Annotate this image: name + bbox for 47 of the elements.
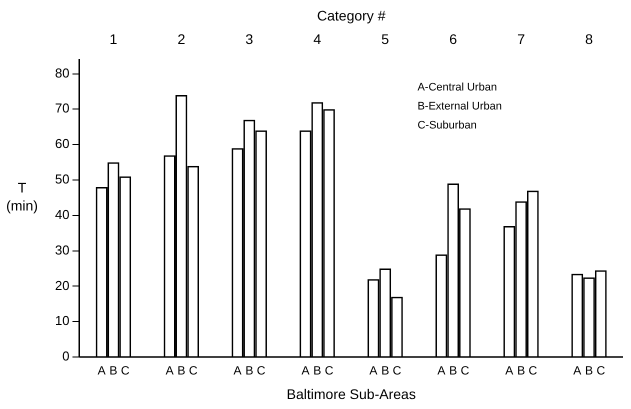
y-tick-label: 40 [54,206,70,222]
y-tick-label: 30 [54,242,70,258]
text: A [505,363,514,378]
text: B [517,363,526,378]
text: C [460,363,470,378]
x-tick-label: 7 [517,31,526,48]
x2-axis-title: Category # [316,7,386,24]
text: C [596,363,606,378]
text: C [188,363,198,378]
text: A [573,363,582,378]
annotation: A-Central Urban [417,82,497,94]
text: B [381,363,390,378]
series-label: C [120,363,130,378]
x-axis-title: Baltimore Sub-Areas [286,386,416,402]
x-tick-label: 5 [381,31,390,48]
text: C [256,363,266,378]
text: C [324,363,334,378]
text: B [449,363,458,378]
text: B [313,363,322,378]
text: B [177,363,186,378]
series-label: A [98,363,106,378]
y-tick-label: 0 [62,348,70,364]
y-tick-label: 50 [54,172,70,187]
y-tick-label: 20 [54,278,70,293]
y-tick-label: 10 [54,313,70,328]
text: B [245,363,254,378]
text: A [234,363,242,378]
y-tick-label: 80 [54,65,70,80]
annotation: C-Suburban [417,120,477,132]
x-tick-label: 8 [585,31,594,48]
x-tick-label: 6 [449,31,458,48]
y-tick-label: 60 [54,136,70,152]
annotation: B-External Urban [417,100,502,113]
text: A [437,363,446,378]
y-axis-title: T (min) [6,180,38,214]
y-tick-label: 70 [54,100,70,116]
text: A [369,363,378,378]
text: C [392,363,402,378]
text: A [166,363,174,378]
x-tick-label: 1 [110,31,118,48]
x-tick-label: 4 [313,31,322,48]
text: A [301,363,310,378]
x-tick-label: 3 [245,31,254,48]
text: B [585,363,594,378]
x-tick-label: 2 [177,31,186,48]
series-label: B [109,363,118,378]
text: C [528,363,538,378]
